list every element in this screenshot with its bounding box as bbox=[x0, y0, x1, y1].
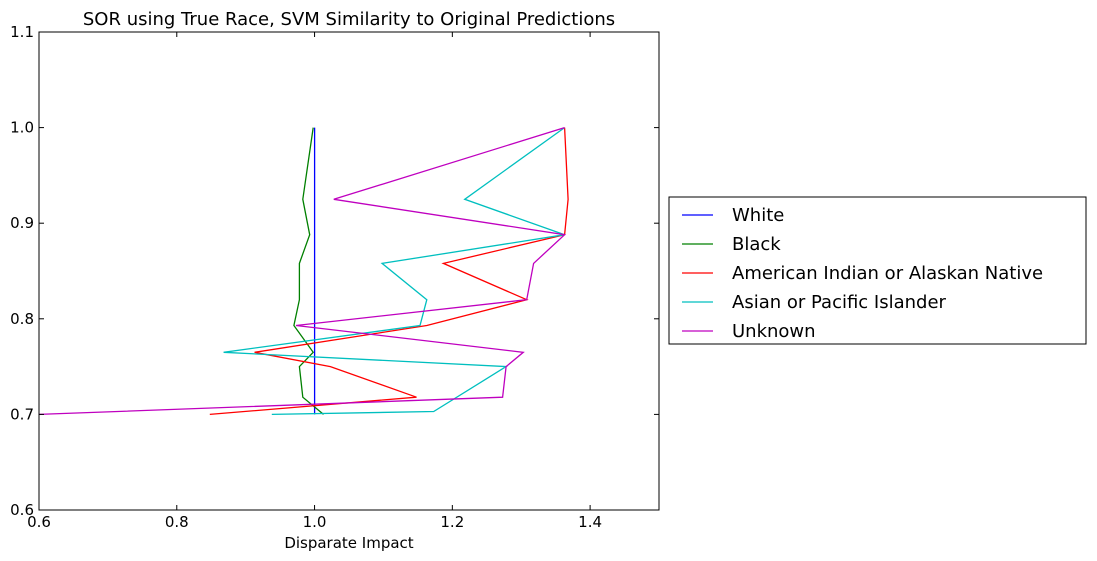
series-line-3 bbox=[223, 127, 565, 416]
series-line-4 bbox=[38, 126, 567, 416]
x-axis-title: Disparate Impact bbox=[284, 534, 413, 552]
y-tick-label: 0.6 bbox=[10, 501, 34, 519]
legend-label: American Indian or Alaskan Native bbox=[732, 263, 1043, 284]
y-tick-label: 1.0 bbox=[10, 119, 34, 137]
legend-label: Unknown bbox=[732, 321, 816, 342]
legend-box bbox=[668, 196, 1087, 345]
chart-title: SOR using True Race, SVM Similarity to O… bbox=[83, 9, 615, 30]
legend-label: Asian or Pacific Islander bbox=[732, 292, 947, 313]
legend: White Black American Indian or Alaskan Nat… bbox=[668, 196, 1087, 345]
legend-label: Black bbox=[732, 234, 781, 255]
series-line-1 bbox=[293, 127, 324, 415]
y-tick-label: 0.7 bbox=[10, 405, 34, 423]
y-tick-label: 0.8 bbox=[10, 310, 34, 328]
y-tick-label: 0.9 bbox=[10, 214, 34, 232]
plot-frame bbox=[38, 31, 660, 511]
series-line-2 bbox=[209, 127, 569, 416]
x-tick-label: 1.0 bbox=[303, 513, 327, 531]
plot-lines bbox=[38, 126, 569, 416]
x-tick-label: 1.2 bbox=[440, 513, 464, 531]
y-tick-label: 1.1 bbox=[10, 23, 34, 41]
x-tick-label: 0.6 bbox=[27, 513, 51, 531]
axis-ticks: 0.6 0.8 1.0 1.2 1.4 0.6 0.7 0.8 0.9 1.0 1.1 bbox=[10, 23, 659, 531]
legend-label: White bbox=[732, 205, 784, 226]
x-tick-label: 1.4 bbox=[578, 513, 602, 531]
x-tick-label: 0.8 bbox=[165, 513, 189, 531]
